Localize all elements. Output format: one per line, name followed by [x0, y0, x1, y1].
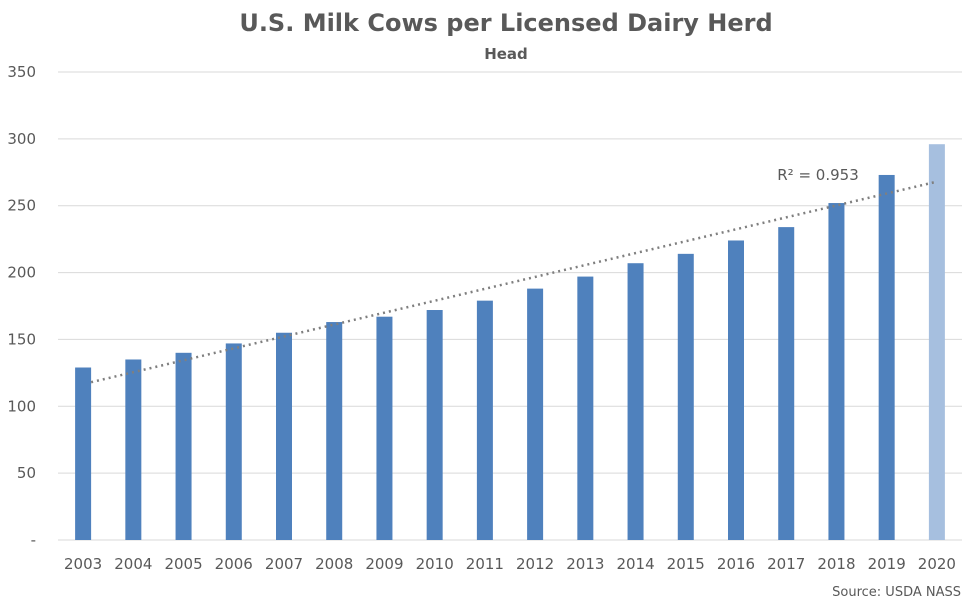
chart-subtitle: Head	[484, 45, 528, 63]
bar-2011	[476, 300, 493, 540]
x-tick-label: 2008	[315, 555, 353, 573]
bar-2009	[376, 316, 393, 540]
bar-2016	[728, 240, 744, 541]
x-tick-label: 2020	[918, 555, 956, 573]
x-tick-label: 2012	[516, 555, 554, 573]
bar-2020	[928, 144, 945, 540]
y-tick-label: 350	[7, 63, 36, 81]
bar-2015	[677, 253, 694, 540]
trendline-r2-label: R² = 0.953	[777, 166, 858, 184]
bar-2010	[426, 310, 443, 540]
x-tick-label: 2005	[164, 555, 202, 573]
x-tick-label: 2013	[566, 555, 604, 573]
bar-2017	[778, 227, 795, 540]
x-tick-label: 2016	[717, 555, 755, 573]
y-tick-label: 150	[7, 330, 36, 348]
x-tick-label: 2010	[416, 555, 454, 573]
trendline	[90, 180, 938, 384]
source-note: Source: USDA NASS	[832, 585, 961, 600]
bar-2007	[276, 332, 292, 540]
bar-2006	[225, 343, 242, 540]
x-tick-label: 2014	[616, 555, 654, 573]
bar-2018	[828, 203, 845, 541]
x-axis-ticks: 2003 2004 2005 2006 2007 2008 2009 2010 2011 2012…	[64, 555, 956, 573]
y-axis-ticks: - 50 100 150 200 250 300 350	[7, 63, 36, 549]
x-tick-label: 2015	[667, 555, 705, 573]
bar-2008	[326, 322, 343, 540]
bar-2003	[75, 367, 92, 540]
bar-2014	[627, 263, 644, 540]
bar-2012	[527, 288, 544, 540]
bar-2013	[577, 276, 594, 540]
y-tick-label: 300	[7, 130, 36, 148]
bar-2019	[878, 174, 895, 540]
x-tick-label: 2017	[767, 555, 805, 573]
y-tick-label: 100	[7, 397, 36, 415]
x-tick-label: 2011	[466, 555, 504, 573]
gridlines	[58, 71, 962, 541]
x-tick-label: 2006	[215, 555, 253, 573]
y-tick-label: 50	[17, 464, 36, 482]
x-tick-label: 2003	[64, 555, 102, 573]
x-tick-label: 2007	[265, 555, 303, 573]
chart-title: U.S. Milk Cows per Licensed Dairy Herd	[239, 9, 772, 37]
y-tick-label: -	[31, 531, 36, 549]
x-tick-label: 2018	[817, 555, 855, 573]
y-tick-label: 200	[7, 264, 36, 282]
bar-2005	[175, 352, 192, 540]
bars	[75, 144, 945, 541]
x-tick-label: 2004	[114, 555, 152, 573]
y-tick-label: 250	[7, 197, 36, 215]
bar-2004	[125, 359, 142, 540]
x-tick-label: 2009	[365, 555, 403, 573]
x-tick-label: 2019	[868, 555, 906, 573]
